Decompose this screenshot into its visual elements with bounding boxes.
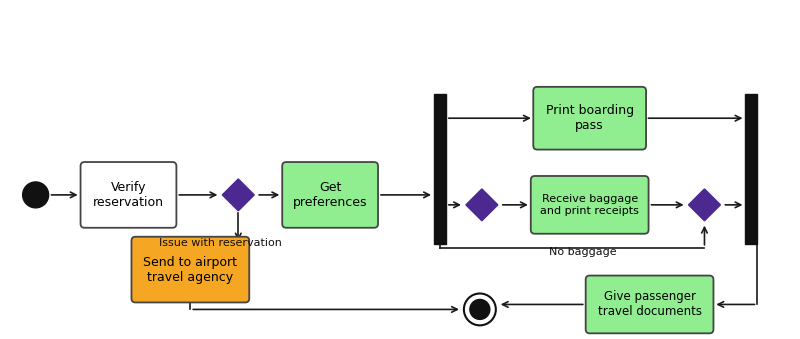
Text: No baggage: No baggage [549,247,617,257]
Text: Get
preferences: Get preferences [293,181,367,209]
Bar [746,94,758,244]
FancyBboxPatch shape [131,237,250,302]
Circle shape [464,294,496,325]
Circle shape [22,182,49,208]
Text: Give passenger
travel documents: Give passenger travel documents [598,291,702,318]
Bar [434,94,446,244]
Text: Verify
reservation: Verify reservation [93,181,164,209]
Polygon shape [689,189,721,221]
Circle shape [470,299,490,319]
Polygon shape [466,189,498,221]
FancyBboxPatch shape [586,276,714,333]
Text: Print boarding
pass: Print boarding pass [546,104,634,132]
Text: Receive baggage
and print receipts: Receive baggage and print receipts [540,194,639,216]
FancyBboxPatch shape [81,162,176,228]
FancyBboxPatch shape [282,162,378,228]
FancyBboxPatch shape [530,176,649,234]
Polygon shape [222,179,254,211]
FancyBboxPatch shape [534,87,646,149]
Text: Issue with reservation: Issue with reservation [159,238,282,248]
Text: Send to airport
travel agency: Send to airport travel agency [143,256,238,284]
